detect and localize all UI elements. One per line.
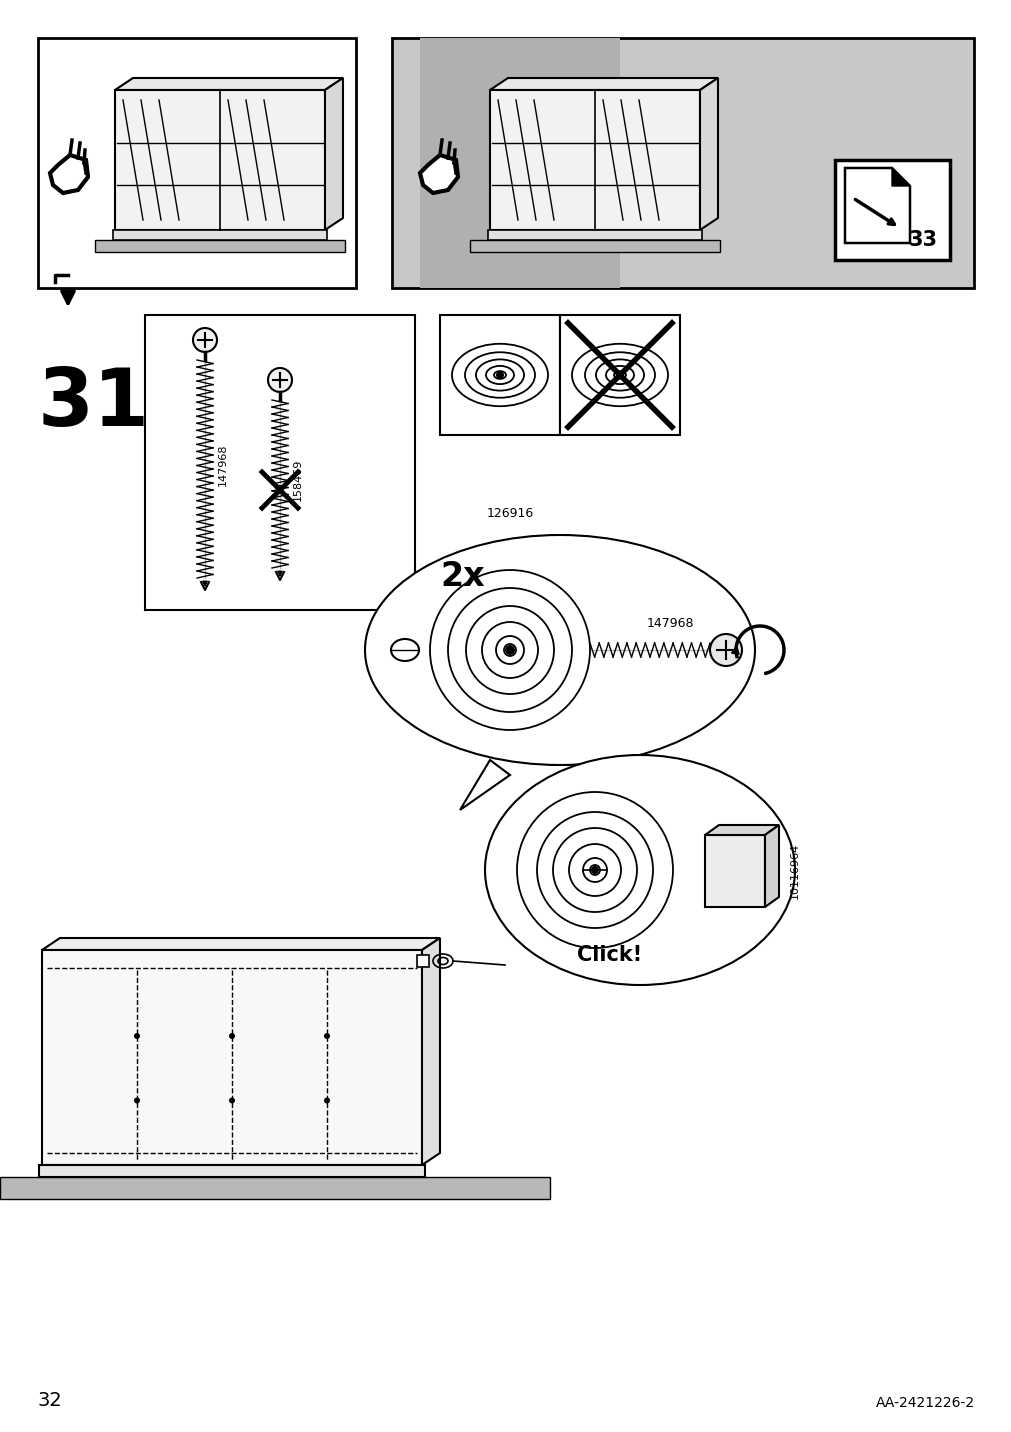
Bar — [487, 231, 702, 241]
Bar — [834, 160, 949, 261]
Circle shape — [133, 1032, 140, 1040]
Polygon shape — [42, 938, 440, 949]
Bar — [42, 949, 422, 1166]
Bar — [115, 90, 325, 231]
Circle shape — [228, 1097, 235, 1104]
Bar — [705, 835, 764, 906]
Circle shape — [495, 371, 503, 379]
Polygon shape — [325, 77, 343, 231]
Circle shape — [504, 644, 515, 654]
Polygon shape — [844, 168, 909, 243]
Polygon shape — [460, 760, 510, 811]
Polygon shape — [50, 155, 88, 193]
Ellipse shape — [484, 755, 795, 985]
Circle shape — [268, 368, 292, 392]
Polygon shape — [700, 77, 717, 231]
Circle shape — [710, 634, 741, 666]
Polygon shape — [422, 938, 440, 1166]
Text: 32: 32 — [38, 1390, 63, 1411]
Text: 126916: 126916 — [486, 507, 533, 520]
Circle shape — [590, 866, 599, 874]
Bar — [95, 241, 345, 252]
Text: 158469: 158469 — [293, 458, 302, 501]
Polygon shape — [764, 825, 778, 906]
Circle shape — [324, 1097, 330, 1104]
Bar — [489, 90, 700, 231]
Text: AA-2421226-2: AA-2421226-2 — [875, 1396, 974, 1411]
Polygon shape — [489, 77, 717, 90]
Bar — [420, 39, 620, 288]
Text: Click!: Click! — [577, 945, 642, 965]
Polygon shape — [891, 168, 909, 186]
Polygon shape — [420, 155, 458, 193]
Ellipse shape — [365, 536, 754, 765]
Circle shape — [324, 1032, 330, 1040]
Circle shape — [193, 328, 216, 352]
Bar — [440, 315, 559, 435]
Polygon shape — [705, 825, 778, 835]
Bar — [559, 315, 679, 435]
Circle shape — [133, 1097, 140, 1104]
Bar — [113, 231, 327, 241]
Text: 33: 33 — [908, 231, 937, 251]
Bar — [391, 39, 973, 288]
Text: 31: 31 — [38, 365, 150, 442]
Polygon shape — [115, 77, 343, 90]
Circle shape — [616, 371, 624, 379]
Circle shape — [228, 1032, 235, 1040]
Bar — [145, 315, 415, 610]
Bar — [39, 1166, 425, 1177]
Text: 2x: 2x — [440, 560, 484, 593]
Bar — [417, 955, 429, 967]
Bar — [469, 241, 719, 252]
Bar — [0, 1177, 549, 1199]
Text: 147968: 147968 — [646, 617, 694, 630]
Bar — [38, 39, 356, 288]
Text: 147968: 147968 — [217, 444, 227, 487]
Text: 10116964: 10116964 — [790, 843, 800, 899]
